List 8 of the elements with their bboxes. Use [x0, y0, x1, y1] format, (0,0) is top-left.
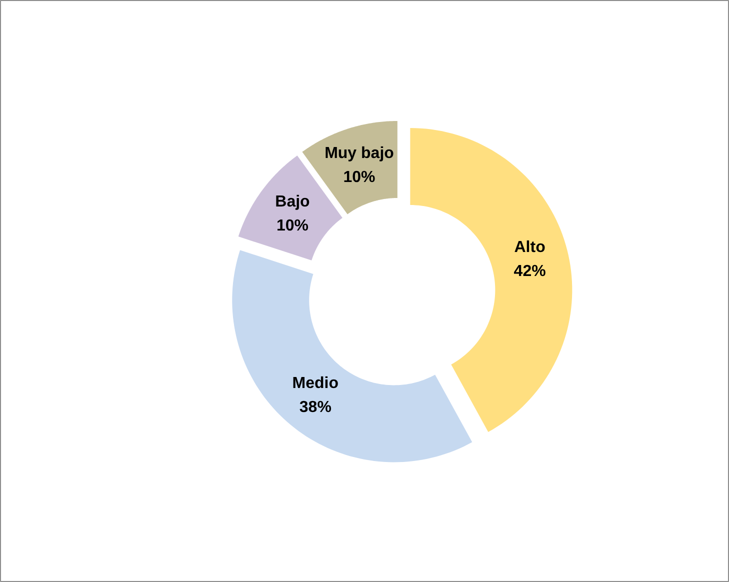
- slice-label: Alto: [514, 238, 546, 256]
- data-label: 38%: [299, 398, 332, 416]
- data-label: 10%: [276, 218, 309, 235]
- slice-label: Bajo: [275, 194, 310, 211]
- data-label: 42%: [514, 262, 546, 280]
- data-label: 10%: [343, 169, 376, 186]
- slice-label: Medio: [292, 374, 339, 392]
- slice-label: Muy bajo: [324, 145, 394, 162]
